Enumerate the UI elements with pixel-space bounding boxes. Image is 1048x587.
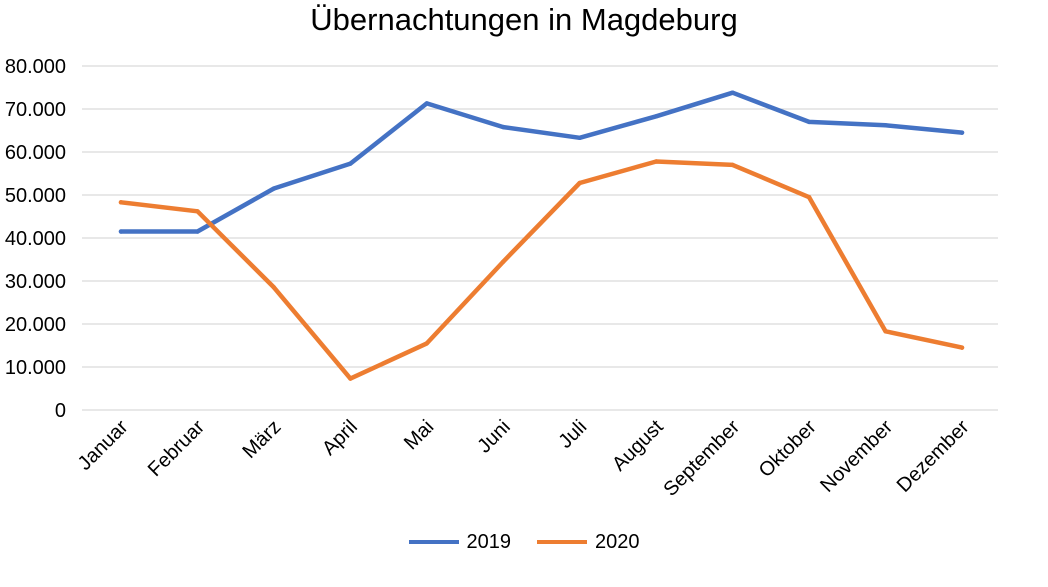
data-point-2019 xyxy=(348,161,353,166)
data-point-2019 xyxy=(730,90,735,95)
legend-swatch xyxy=(408,540,459,544)
data-point-2019 xyxy=(271,186,277,191)
y-axis-ticks: 0 10.000 20.000 30.000 40.000 50.000 60.000 70.… xyxy=(5,56,66,422)
legend-swatch xyxy=(537,540,587,544)
x-tick-label: Juli xyxy=(554,416,591,453)
x-axis-ticks: Januar Februar März April Mai Juni Juli AugustS… xyxy=(74,416,974,501)
x-tick-label: Oktober xyxy=(755,416,821,482)
x-tick-label: November xyxy=(816,416,897,497)
legend-label: 2020 xyxy=(595,530,640,553)
y-tick-label: 20.000 xyxy=(5,314,66,336)
data-point-2020 xyxy=(424,341,430,346)
y-tick-label: 40.000 xyxy=(5,228,66,250)
legend-item-2019: 2019 xyxy=(408,530,512,554)
data-point-2019 xyxy=(959,130,965,135)
data-point-2019 xyxy=(118,229,124,234)
x-tick-label: August xyxy=(608,416,668,476)
data-point-2019 xyxy=(424,101,430,106)
data-point-2020 xyxy=(577,180,582,186)
y-tick-label: 70.000 xyxy=(5,99,66,121)
data-point-2019 xyxy=(195,229,200,234)
y-tick-label: 50.000 xyxy=(5,185,66,207)
x-tick-label: März xyxy=(238,416,285,463)
legend: 2019 2020 xyxy=(0,527,1048,557)
series-lines xyxy=(118,90,965,381)
series-line-2020 xyxy=(118,159,965,381)
x-tick-label: Dezember xyxy=(893,416,974,497)
data-point-2020 xyxy=(730,162,735,168)
y-tick-label: 0 xyxy=(55,400,66,422)
legend-label: 2019 xyxy=(466,530,512,553)
data-point-2020 xyxy=(271,285,277,290)
series-line-2019 xyxy=(118,90,965,234)
y-tick-label: 80.000 xyxy=(5,56,66,78)
x-tick-label: Mai xyxy=(400,416,438,454)
y-tick-label: 30.000 xyxy=(5,271,66,293)
data-point-2019 xyxy=(577,135,582,141)
x-tick-label: September xyxy=(659,416,744,501)
data-point-2020 xyxy=(883,329,888,334)
data-point-2020 xyxy=(501,259,506,264)
x-tick-label: Juni xyxy=(473,416,515,458)
data-point-2019 xyxy=(501,124,506,130)
data-point-2020 xyxy=(959,345,965,350)
legend-item-2020: 2020 xyxy=(537,531,640,554)
x-tick-label: Januar xyxy=(74,416,133,475)
data-point-2020 xyxy=(348,376,353,381)
data-point-2020 xyxy=(195,209,200,214)
data-point-2019 xyxy=(806,119,812,125)
data-point-2020 xyxy=(118,200,124,205)
gridlines xyxy=(82,65,998,411)
x-tick-label: Februar xyxy=(144,416,209,481)
chart-title: Übernachtungen in Magdeburg xyxy=(310,2,738,37)
y-tick-label: 10.000 xyxy=(5,357,66,379)
data-point-2020 xyxy=(653,159,659,164)
data-point-2020 xyxy=(806,194,812,200)
data-point-2019 xyxy=(653,114,659,119)
x-tick-label: April xyxy=(318,416,362,460)
y-tick-label: 60.000 xyxy=(5,142,66,164)
data-point-2019 xyxy=(883,123,888,128)
